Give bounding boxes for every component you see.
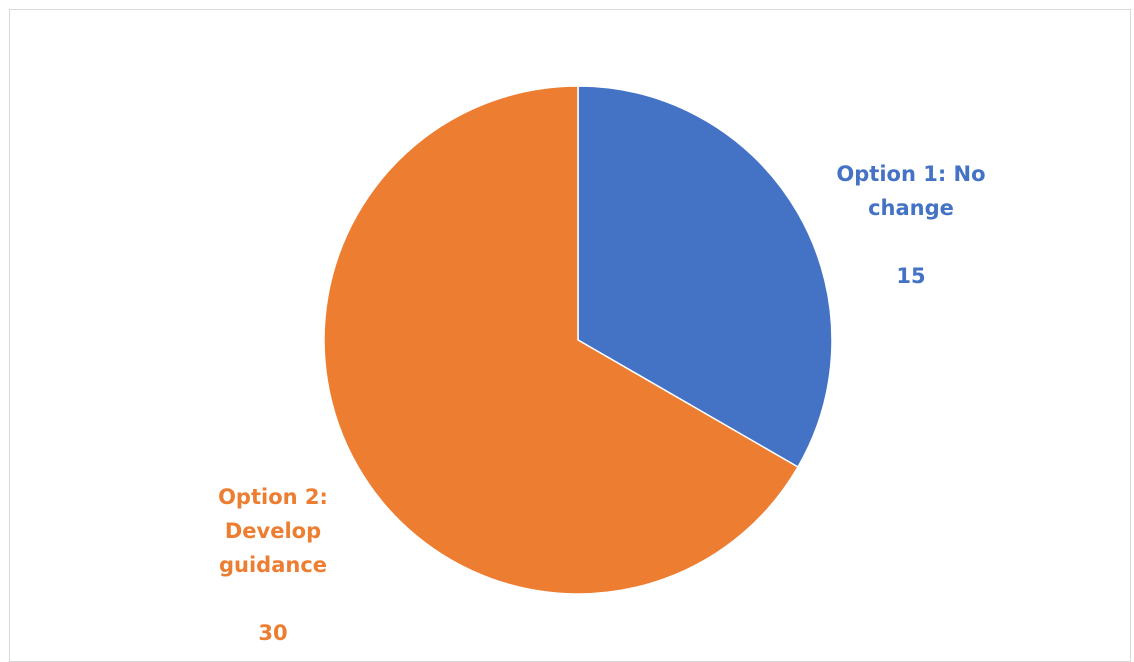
data-label-option-1: Option 1: No change 15	[800, 123, 1022, 293]
pie-slice-option-1	[577, 85, 833, 469]
pie-slice-option-2	[323, 85, 799, 595]
slice-value-option-2: 30	[258, 621, 288, 645]
data-label-option-2: Option 2: Develop guidance 30	[158, 446, 388, 650]
slice-label-option-2: Option 2: Develop guidance	[218, 485, 328, 577]
slice-label-option-1: Option 1: No change	[836, 162, 986, 220]
slice-value-option-1: 15	[896, 264, 926, 288]
